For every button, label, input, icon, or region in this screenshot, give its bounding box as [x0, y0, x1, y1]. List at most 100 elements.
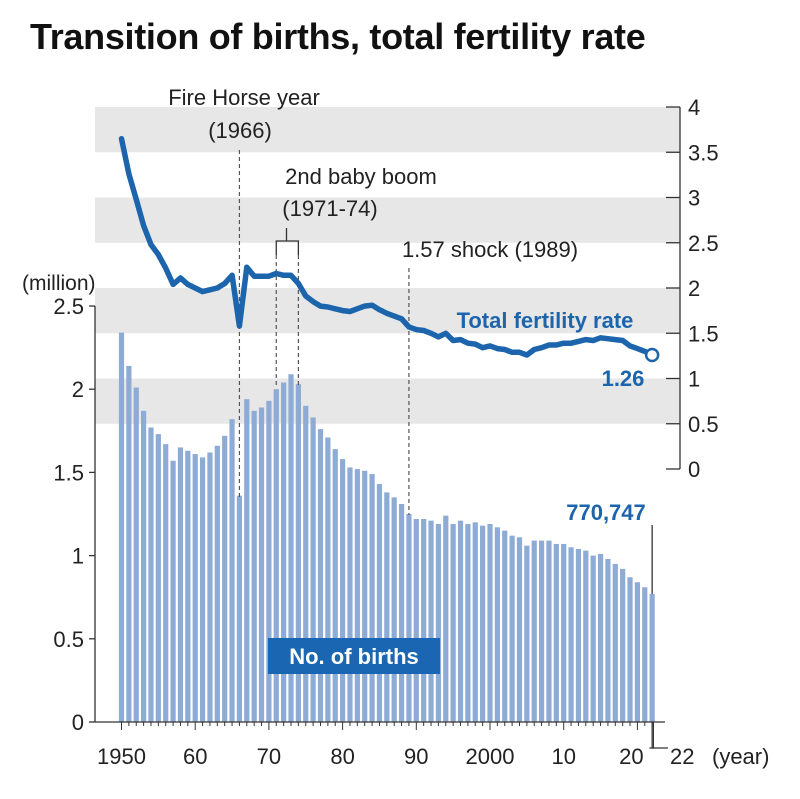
tfr-end-value: 1.26 [602, 366, 645, 391]
x-axis: 1950 60 70 80 90 2000 10 20 22 [95, 721, 694, 769]
births-bar [347, 467, 353, 722]
births-series-label: No. of births [289, 644, 419, 669]
births-bar [487, 523, 493, 722]
tfr-axis-tick-label: 4 [688, 95, 700, 120]
births-bar [494, 527, 500, 722]
births-bar [303, 405, 309, 722]
x-axis-tick-label: 60 [183, 744, 207, 769]
births-bar [575, 548, 582, 722]
births-series-label-bg [268, 638, 440, 674]
births-bar [148, 427, 154, 722]
births-bar [524, 545, 530, 722]
births-axis-tick-label: 0.5 [53, 627, 84, 652]
births-axis-tick-label: 2.5 [53, 294, 84, 319]
births-bar [568, 547, 574, 722]
chart-title: Transition of births, total fertility ra… [30, 16, 646, 57]
births-bar [354, 469, 360, 722]
tfr-band [95, 197, 680, 243]
births-bar [597, 553, 604, 722]
births-bar [207, 452, 213, 722]
births-bar [266, 400, 272, 722]
births-bar [310, 417, 316, 722]
fire-horse-year: (1966) [208, 118, 272, 143]
tfr-axis-tick-label: 3 [688, 186, 700, 211]
births-bar [457, 520, 464, 722]
fire-horse-label: Fire Horse year [168, 85, 320, 110]
births-bar [369, 474, 375, 722]
births-bar [627, 577, 633, 722]
births-axis-tick-label: 1 [72, 544, 84, 569]
births-bar [634, 582, 640, 722]
births-bar [155, 434, 161, 722]
x-axis-tick-label: 2000 [466, 744, 515, 769]
births-bar [258, 407, 265, 722]
tfr-end-marker [644, 347, 660, 363]
births-bar [384, 492, 390, 722]
births-bar [583, 550, 589, 722]
births-bar [192, 454, 198, 722]
births-bar [428, 520, 434, 722]
births-bar [546, 540, 552, 722]
births-bar [649, 593, 655, 722]
births-bar [362, 470, 368, 722]
births-bar [317, 429, 324, 722]
births-bar [185, 450, 191, 722]
births-bar [244, 399, 250, 722]
tfr-axis-tick-label: 0 [688, 457, 700, 482]
births-bar [538, 540, 545, 722]
tfr-series-line [118, 135, 655, 358]
births-bar [502, 530, 508, 722]
tfr-axis-tick-label: 1 [688, 367, 700, 392]
tfr-axis-tick-label: 2 [688, 276, 700, 301]
births-bar [406, 514, 412, 722]
births-bar [332, 449, 338, 722]
births-bar [465, 523, 471, 722]
x-axis-tick-label: 10 [551, 744, 575, 769]
births-bar [177, 447, 184, 722]
births-bar [561, 543, 567, 722]
births-bar [163, 444, 169, 722]
births-bar [472, 522, 478, 722]
tfr-band [95, 378, 680, 424]
births-bar [118, 332, 125, 722]
births-bar [170, 460, 176, 722]
births-bar [236, 495, 243, 722]
baby-boom-label: 2nd baby boom [285, 164, 437, 189]
births-axis-label: (million) [22, 272, 96, 295]
births-bar [199, 457, 206, 722]
tfr-background-bands [95, 107, 680, 424]
tfr-axis-tick-label: 2.5 [688, 231, 719, 256]
tfr-axis: 0 0.5 1 1.5 2 2.5 3 3.5 4 [666, 95, 719, 482]
baby-boom-bracket [275, 240, 300, 255]
births-bar [251, 410, 257, 722]
births-bar [509, 535, 515, 722]
x-axis-tick-label: 1950 [97, 744, 146, 769]
births-bar [642, 587, 648, 722]
births-bar [126, 365, 132, 722]
x-axis-tick-label: 20 [619, 744, 643, 769]
x-axis-tick-label: 22 [670, 744, 694, 769]
births-axis-tick-label: 2 [72, 377, 84, 402]
births-axis-tick-label: 0 [72, 710, 84, 735]
x-axis-last-callout [651, 722, 668, 749]
births-bar [413, 518, 419, 722]
births-bar [531, 540, 537, 722]
tfr-axis-tick-label: 0.5 [688, 412, 719, 437]
tfr-band [95, 107, 680, 153]
x-axis-tick-label: 90 [404, 744, 428, 769]
births-bar [398, 504, 405, 722]
births-axis-tick-label: 1.5 [53, 460, 84, 485]
tfr-series-label: Total fertility rate [457, 308, 634, 333]
x-axis-callout [649, 722, 654, 749]
births-bar [605, 558, 611, 722]
births-bar [553, 543, 559, 722]
births-bar [281, 382, 287, 722]
births-axis: 0 0.5 1 1.5 2 2.5 [53, 294, 96, 735]
x-axis-tick-label: 70 [257, 744, 281, 769]
births-bar [443, 515, 449, 722]
births-bar [450, 523, 456, 722]
births-bar [229, 419, 235, 722]
births-bar [273, 389, 279, 722]
births-bars [118, 332, 655, 722]
